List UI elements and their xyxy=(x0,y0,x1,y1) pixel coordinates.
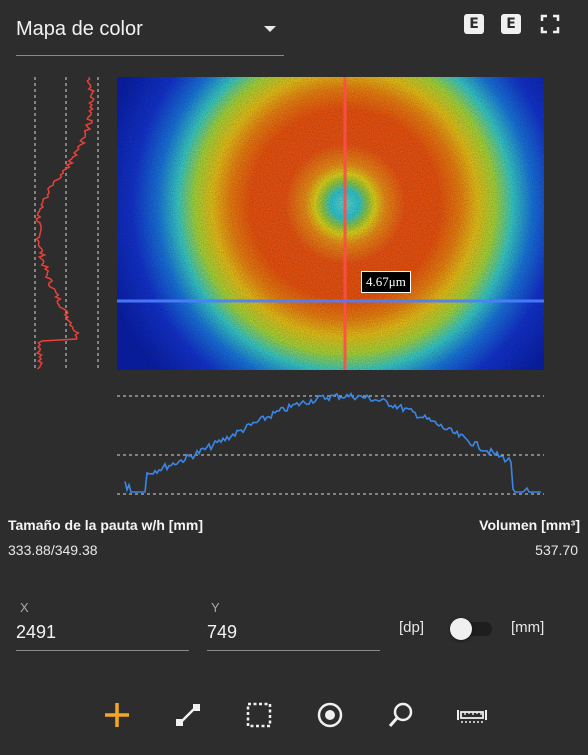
vertical-profile-line xyxy=(35,77,95,370)
export-e-button-2[interactable]: E xyxy=(501,14,521,34)
target-circle-icon xyxy=(317,702,343,728)
heatmap-canvas xyxy=(117,77,544,370)
circle-tool-button[interactable] xyxy=(314,699,346,731)
crosshair-tool-button[interactable] xyxy=(101,699,133,731)
color-map-image[interactable] xyxy=(117,77,544,370)
pattern-size-value: 333.88/349.38 xyxy=(8,542,98,558)
y-field[interactable]: Y xyxy=(207,600,380,651)
volume-value: 537.70 xyxy=(535,542,578,558)
measurement-label: 4.67μm xyxy=(361,271,411,293)
unit-dp-label: [dp] xyxy=(399,619,425,636)
horizontal-profile-line xyxy=(124,391,541,493)
rectangle-select-tool-button[interactable] xyxy=(243,699,275,731)
line-tool-button[interactable] xyxy=(172,699,204,731)
x-field-label: X xyxy=(20,600,29,615)
x-input[interactable] xyxy=(16,622,186,643)
volume-label: Volumen [mm³] xyxy=(479,517,580,533)
ruler-icon xyxy=(457,710,487,723)
zoom-tool-button[interactable] xyxy=(385,699,417,731)
magnifier-icon xyxy=(388,702,413,727)
line-segment-icon xyxy=(176,704,200,726)
horizontal-profile-chart xyxy=(117,391,544,495)
fullscreen-icon xyxy=(540,14,560,34)
unit-mm-label: [mm] xyxy=(511,619,545,636)
plus-icon xyxy=(105,703,129,727)
y-input[interactable] xyxy=(207,622,377,643)
view-mode-label: Mapa de color xyxy=(16,18,143,40)
unit-toggle-knob[interactable] xyxy=(450,618,472,640)
vertical-profile-chart xyxy=(34,77,99,370)
rectangle-select-icon xyxy=(246,702,272,728)
ruler-tool-button[interactable] xyxy=(456,699,488,731)
y-field-label: Y xyxy=(211,600,220,615)
pattern-size-label: Tamaño de la pauta w/h [mm] xyxy=(8,517,203,533)
chevron-down-icon xyxy=(264,26,276,32)
view-mode-select[interactable]: Mapa de color xyxy=(16,10,284,56)
fullscreen-button[interactable] xyxy=(540,14,560,34)
export-e-button-1[interactable]: E xyxy=(464,14,484,34)
x-field[interactable]: X xyxy=(16,600,189,651)
